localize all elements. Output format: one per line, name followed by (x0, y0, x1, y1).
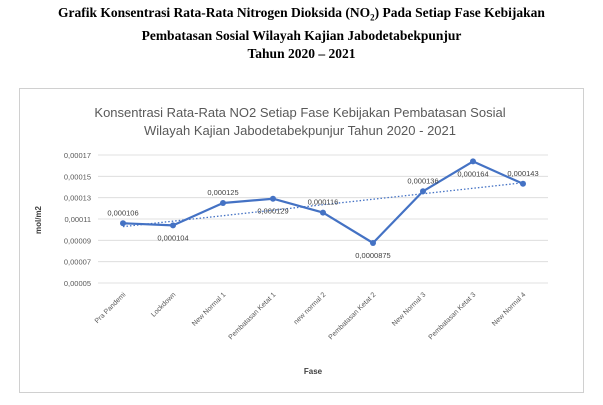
data-points (120, 158, 526, 246)
data-label: 0,000104 (157, 233, 188, 242)
y-tick-label: 0,00007 (64, 258, 91, 267)
data-label: 0,000106 (107, 208, 138, 217)
y-tick-label: 0,00013 (64, 194, 91, 203)
y-tick-label: 0,00009 (64, 236, 91, 245)
document-title-line-1-start: Grafik Konsentrasi Rata-Rata Nitrogen Di… (58, 5, 371, 20)
data-label: 0,000143 (507, 169, 538, 178)
document-title-subscript: 2 (370, 12, 375, 23)
x-tick-label: Lockdown (150, 291, 177, 318)
data-label: 0,000125 (207, 188, 238, 197)
document-title-line-2: Pembatasan Sosial Wilayah Kajian Jabodet… (141, 27, 462, 43)
gridlines (98, 154, 548, 284)
data-point (370, 240, 376, 246)
x-tick-label: New Normal 3 (391, 291, 427, 327)
data-label: 0,000116 (308, 198, 339, 207)
document-title: Grafik Konsentrasi Rata-Rata Nitrogen Di… (0, 4, 603, 63)
chart-title-line-2: Wilayah Kajian Jabodetabekpunjur Tahun 2… (144, 123, 456, 138)
document-title-line-1-end: ) Pada Setiap Fase Kebijakan (374, 5, 545, 20)
y-tick-label: 0,00005 (64, 279, 91, 288)
data-label: 0,000136 (407, 176, 438, 185)
data-point (520, 180, 526, 187)
y-tick-labels: 0,00005 0,00007 0,00009 0,00011 0,00013 0,000… (64, 151, 91, 288)
x-tick-label: New Normal 1 (191, 291, 227, 327)
data-point (220, 200, 226, 206)
y-tick-label: 0,00011 (64, 215, 91, 224)
x-tick-label: Pembatasan Ketat 2 (328, 291, 378, 341)
x-tick-label: New Normal 4 (491, 291, 527, 327)
data-label: 0,0000875 (355, 251, 390, 260)
x-tick-label: Pembatasan Ketat 1 (228, 291, 278, 341)
data-label: 0,000129 (257, 207, 288, 216)
x-tick-labels: Pra Pandemi Lockdown New Normal 1 Pembatasa… (94, 291, 528, 341)
document-title-line-1: Grafik Konsentrasi Rata-Rata Nitrogen Di… (0, 4, 603, 27)
data-point (170, 222, 176, 229)
data-point (270, 195, 276, 202)
y-tick-label: 0,00017 (64, 151, 91, 160)
x-tick-label: Pembatasan Ketat 3 (428, 291, 478, 341)
data-label: 0,000164 (457, 169, 488, 178)
data-labels: 0,000106 0,000104 0,000125 0,000129 0,000116… (107, 169, 538, 260)
y-tick-label: 0,00015 (64, 172, 91, 181)
data-point (420, 188, 426, 195)
x-tick-label: Pra Pandemi (94, 291, 128, 325)
document-title-line-3: Tahun 2020 – 2021 (247, 45, 356, 61)
trendline-path (122, 182, 524, 228)
data-point (320, 209, 326, 216)
y-axis-label: mol/m2 (34, 205, 43, 234)
trendline (122, 182, 524, 228)
x-axis-label: Fase (304, 367, 323, 376)
data-point (120, 220, 126, 227)
x-tick-label: new normal 2 (293, 291, 328, 326)
data-point (470, 158, 476, 165)
chart-title-line-1: Konsentrasi Rata-Rata NO2 Setiap Fase Ke… (94, 105, 505, 120)
